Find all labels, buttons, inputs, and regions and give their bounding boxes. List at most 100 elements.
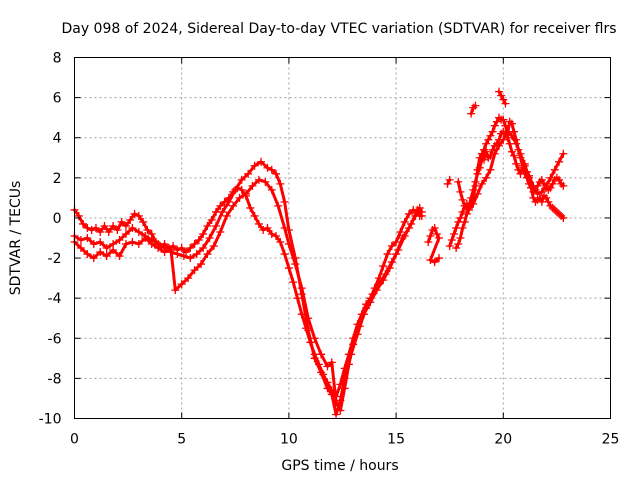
data-point (216, 227, 225, 236)
x-axis-label: GPS time / hours (281, 458, 398, 474)
data-point (297, 290, 306, 299)
data-point (177, 280, 186, 289)
data-point (392, 238, 401, 247)
series-track-h (495, 87, 510, 108)
data-point (383, 250, 392, 259)
data-point (471, 101, 480, 110)
data-point (366, 298, 375, 307)
data-point (192, 250, 201, 259)
data-point (190, 266, 199, 275)
data-point (147, 236, 156, 245)
data-point (244, 169, 253, 178)
plot-frame (74, 57, 611, 419)
data-point (291, 254, 300, 263)
data-point (447, 236, 456, 245)
data-point (121, 240, 130, 249)
x-tick-label: 20 (494, 432, 512, 448)
data-point (501, 99, 510, 108)
data-point (458, 223, 467, 232)
data-point (263, 223, 272, 232)
data-point (102, 244, 111, 253)
data-point (284, 264, 293, 273)
data-point (544, 197, 553, 206)
data-point (177, 244, 186, 253)
x-tick-label: 25 (602, 432, 620, 448)
data-point (96, 227, 105, 236)
data-point (304, 326, 313, 335)
data-point (480, 145, 489, 154)
data-point (501, 121, 510, 130)
data-point (121, 221, 130, 230)
data-point (317, 368, 326, 377)
data-point (415, 203, 424, 212)
data-point (171, 286, 180, 295)
data-point (186, 244, 195, 253)
data-point (209, 242, 218, 251)
data-point (499, 135, 508, 144)
data-point (490, 149, 499, 158)
data-point (280, 250, 289, 259)
data-point (83, 223, 92, 232)
data-point (222, 211, 231, 220)
data-point (484, 135, 493, 144)
data-point (190, 240, 199, 249)
y-tick-label: -8 (48, 371, 62, 387)
series-line (497, 90, 507, 106)
data-point (267, 165, 276, 174)
data-point (154, 240, 163, 249)
data-point (510, 151, 519, 160)
y-tick-label: -6 (48, 331, 62, 347)
data-point (113, 225, 122, 234)
data-point (76, 244, 85, 253)
data-point (387, 242, 396, 251)
data-point (507, 131, 516, 140)
data-point (454, 177, 463, 186)
data-point (89, 240, 98, 249)
data-point (218, 207, 227, 216)
data-point (96, 248, 105, 257)
data-point (488, 127, 497, 136)
series-track-j (443, 175, 454, 188)
data-point (89, 254, 98, 263)
data-point (117, 217, 126, 226)
series-track-c (70, 157, 426, 419)
data-point (231, 185, 240, 194)
data-point (272, 169, 281, 178)
data-point (434, 254, 443, 263)
data-point (160, 244, 169, 253)
data-point (267, 229, 276, 238)
data-point (537, 187, 546, 196)
data-point (520, 161, 529, 170)
data-point (559, 213, 568, 222)
data-point (546, 173, 555, 182)
data-point (83, 234, 92, 242)
grid-layer (74, 57, 611, 419)
data-point (91, 223, 100, 232)
x-tick-label: 15 (387, 432, 405, 448)
data-point (475, 163, 484, 172)
data-point (477, 155, 486, 164)
data-point (250, 211, 259, 220)
series-track-i (467, 101, 480, 118)
data-point (507, 119, 516, 128)
data-point (400, 217, 409, 226)
data-point (100, 221, 109, 230)
data-point (257, 157, 266, 166)
data-point (559, 181, 568, 190)
data-point (426, 256, 435, 265)
data-point (555, 157, 564, 166)
data-point (76, 236, 85, 245)
data-point (246, 203, 255, 212)
y-tick-label: -4 (48, 291, 62, 307)
x-tick-label: 0 (70, 432, 79, 448)
data-point (555, 175, 564, 184)
data-point (276, 238, 285, 247)
x-tick-label: 5 (177, 432, 186, 448)
data-point (372, 286, 381, 295)
data-point (379, 262, 388, 271)
data-point (443, 179, 452, 188)
data-point (445, 175, 454, 184)
data-point (207, 215, 216, 224)
data-point (411, 211, 420, 220)
